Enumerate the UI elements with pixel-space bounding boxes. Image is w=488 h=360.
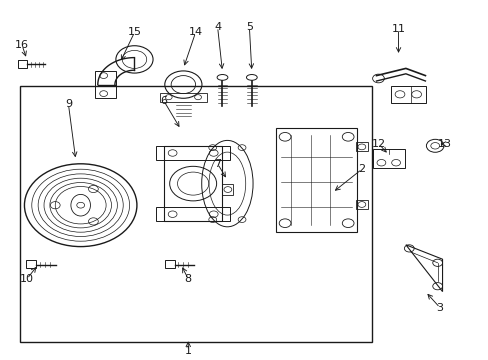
Bar [222, 184, 233, 195]
Text: 3: 3 [436, 303, 443, 313]
Text: 9: 9 [65, 99, 72, 109]
Bar [355, 142, 367, 151]
Ellipse shape [217, 75, 227, 80]
Text: 12: 12 [371, 139, 385, 149]
Text: 15: 15 [127, 27, 141, 37]
Text: 13: 13 [437, 139, 451, 149]
Circle shape [169, 166, 216, 201]
Text: 14: 14 [188, 27, 202, 37]
Bar [355, 200, 367, 209]
Bar [163, 146, 222, 221]
Bar [26, 260, 36, 268]
Text: 8: 8 [184, 274, 191, 284]
Bar [156, 207, 229, 221]
Text: 11: 11 [391, 24, 405, 34]
Text: 6: 6 [160, 96, 167, 106]
Bar [164, 260, 174, 268]
Text: 7: 7 [214, 159, 221, 169]
Text: 4: 4 [214, 22, 221, 32]
Bar [95, 71, 116, 98]
Ellipse shape [246, 75, 257, 80]
Text: 10: 10 [20, 274, 34, 284]
Bar [18, 60, 27, 68]
Bar [390, 86, 426, 103]
Text: 1: 1 [184, 346, 191, 356]
Bar [372, 149, 404, 168]
Text: 16: 16 [15, 40, 29, 50]
Bar [160, 93, 206, 102]
Bar [276, 128, 356, 232]
Text: 2: 2 [358, 164, 365, 174]
Bar [156, 146, 229, 160]
Bar [20, 86, 371, 342]
Text: 5: 5 [245, 22, 252, 32]
